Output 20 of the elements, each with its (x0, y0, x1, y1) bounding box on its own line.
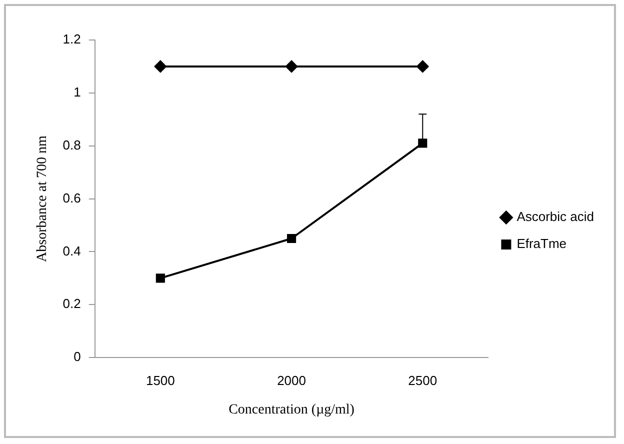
point (154, 60, 166, 72)
y-tick-label: 0.6 (62, 190, 81, 206)
y-tick-label: 1 (74, 84, 81, 100)
legend-label: Ascorbic acid (516, 209, 594, 224)
y-tick-label: 0 (74, 349, 81, 364)
point (156, 274, 165, 283)
point (416, 60, 429, 72)
x-tick-label: 2000 (277, 372, 306, 388)
legend-label: EfraTme (516, 236, 567, 252)
x-tick-label: 1500 (146, 372, 175, 388)
y-axis-title: Absorbance at 700 nm (35, 136, 50, 262)
point (286, 60, 298, 72)
x-tick-label: 2500 (408, 372, 438, 388)
point (286, 234, 296, 244)
y-tick-label: 0.8 (62, 137, 81, 152)
point (418, 138, 428, 148)
y-tick-label: 1.2 (62, 32, 81, 47)
x-axis-title: Concentration (µg/ml) (228, 402, 355, 418)
y-tick-label: 0.4 (62, 243, 81, 258)
y-tick-label: 0.2 (62, 296, 81, 312)
